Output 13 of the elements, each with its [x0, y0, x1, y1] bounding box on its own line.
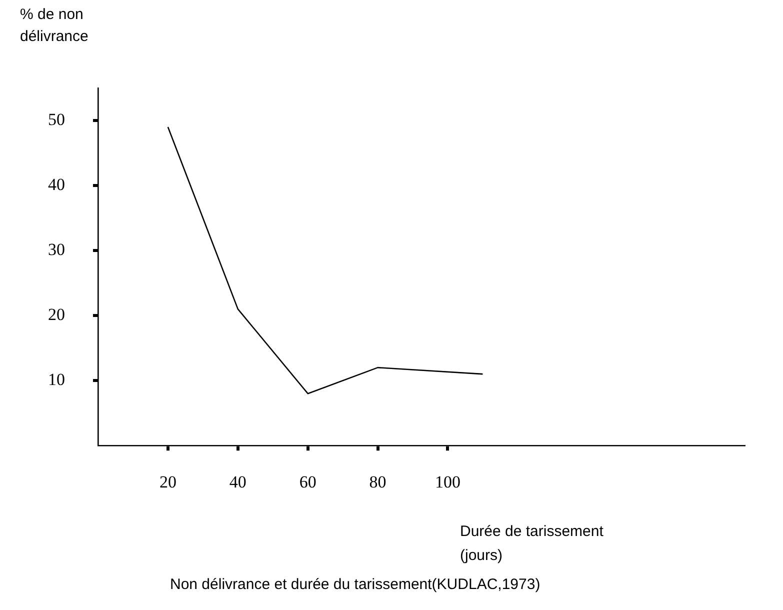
- x-tick-label: 20: [159, 472, 176, 492]
- x-tick-label: 40: [229, 472, 246, 492]
- x-tick-label: 80: [369, 472, 386, 492]
- x-tick-label: 60: [299, 472, 316, 492]
- y-tick-label: 10: [48, 370, 65, 390]
- x-axis-title: Durée de tarissement (jours): [460, 522, 604, 566]
- y-tick-label: 40: [48, 174, 65, 194]
- y-tick-label: 20: [48, 305, 65, 324]
- y-axis-title: % de non délivrance: [20, 5, 90, 47]
- text: Non délivrance et durée du tarissement(KUDLAC,1973): [170, 576, 540, 593]
- y-tick-label: 30: [48, 240, 65, 260]
- x-tick-label: 100: [434, 472, 460, 492]
- y-tick-label: 50: [48, 110, 65, 129]
